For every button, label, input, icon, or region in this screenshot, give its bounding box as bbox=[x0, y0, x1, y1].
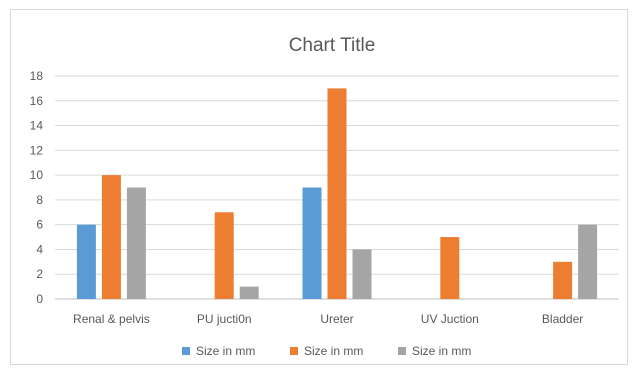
y-tick-label: 2 bbox=[36, 267, 43, 281]
x-axis-ticks: Renal & pelvis PU jucti0n Ureter UV Juction… bbox=[73, 312, 583, 326]
bar-3-1 bbox=[440, 237, 460, 299]
x-tick-label: Renal & pelvis bbox=[73, 312, 150, 326]
bar-1-2 bbox=[239, 286, 259, 299]
legend-label: Size in mm bbox=[304, 344, 363, 358]
x-tick-label: Bladder bbox=[542, 312, 583, 326]
y-tick-label: 12 bbox=[30, 143, 44, 157]
chart-frame: Chart Title 0 2 4 6 8 10 12 14 16 18 Renal & pelv… bbox=[10, 9, 628, 365]
legend-label: Size in mm bbox=[196, 344, 255, 358]
y-tick-label: 14 bbox=[30, 119, 44, 133]
legend-swatch bbox=[182, 347, 190, 355]
y-tick-label: 6 bbox=[36, 218, 43, 232]
bar-2-2 bbox=[352, 249, 372, 299]
bars bbox=[76, 88, 598, 299]
bar-chart: Chart Title 0 2 4 6 8 10 12 14 16 18 Renal & pelv… bbox=[30, 35, 619, 358]
y-tick-label: 0 bbox=[36, 292, 43, 306]
legend-swatch bbox=[290, 347, 298, 355]
y-tick-label: 4 bbox=[36, 242, 43, 256]
y-tick-label: 10 bbox=[30, 168, 44, 182]
bar-2-1 bbox=[327, 88, 347, 299]
x-tick-label: PU jucti0n bbox=[197, 312, 252, 326]
y-axis-ticks: 0 2 4 6 8 10 12 14 16 18 bbox=[30, 69, 44, 306]
y-tick-label: 8 bbox=[36, 193, 43, 207]
bar-0-2 bbox=[126, 187, 146, 299]
x-tick-label: Ureter bbox=[320, 312, 353, 326]
y-tick-label: 18 bbox=[30, 69, 44, 83]
bar-4-1 bbox=[553, 261, 573, 299]
chart-title: Chart Title bbox=[289, 35, 376, 56]
legend-swatch bbox=[398, 347, 406, 355]
bar-0-1 bbox=[101, 175, 121, 299]
legend: Size in mm Size in mm Size in mm bbox=[182, 344, 471, 358]
legend-label: Size in mm bbox=[412, 344, 471, 358]
bar-2-0 bbox=[302, 187, 322, 299]
bar-0-0 bbox=[76, 224, 96, 299]
bar-4-2 bbox=[578, 224, 598, 299]
y-tick-label: 16 bbox=[30, 94, 44, 108]
bar-1-1 bbox=[214, 212, 234, 299]
x-tick-label: UV Juction bbox=[421, 312, 479, 326]
